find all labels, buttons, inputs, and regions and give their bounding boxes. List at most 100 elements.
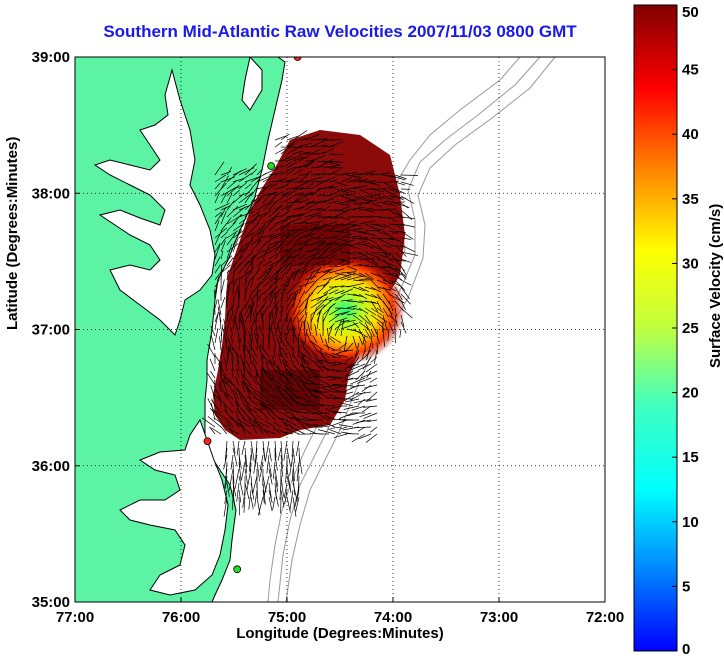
velocity-vector [346,178,362,183]
velocity-vector [227,419,234,428]
velocity-vector [324,396,336,400]
station-duck [203,437,212,446]
velocity-vector [316,215,330,225]
velocity-vector [286,496,291,513]
velocity-vector [213,289,216,302]
velocity-vector [295,418,312,428]
velocity-vector [310,173,320,176]
velocity-vector [220,360,223,372]
velocity-vector [352,240,367,246]
velocity-vector [244,198,257,211]
velocity-vector [250,172,267,183]
velocity-vector [328,190,340,197]
velocity-vector [225,394,234,407]
velocity-vector [328,235,340,239]
velocity-vector [376,181,390,184]
velocity-vector [221,378,228,386]
velocity-vector [250,177,262,190]
velocity-vector [340,198,356,204]
velocity-vector [298,261,306,267]
x-axis-ticks: 77:00 76:00 75:00 74:00 73:00 72:00 [56,597,624,626]
velocity-vector [272,496,276,511]
velocity-vector [400,195,415,204]
velocity-vector [358,188,372,196]
velocity-vector [292,169,303,176]
velocity-vector [222,328,228,344]
velocity-vector [328,307,341,316]
velocity-vector [238,217,247,225]
velocity-vector [287,371,300,386]
velocity-vector [231,352,234,365]
velocity-vector [346,198,360,204]
velocity-vector [352,202,362,206]
velocity-vector [394,244,407,257]
velocity-vector [394,237,404,244]
velocity-vector [358,180,377,183]
velocity-vector [382,272,399,277]
velocity-vector [220,171,232,176]
velocity-vector [226,170,241,183]
velocity-vector [238,182,248,190]
velocity-vector [310,285,319,295]
velocity-vector [262,277,276,288]
velocity-vector [253,330,258,344]
velocity-vector [322,164,340,169]
velocity-vector [297,334,300,351]
velocity-vector [358,278,369,281]
velocity-vector [280,190,292,197]
velocity-vector [388,237,400,242]
velocity-vector [300,408,318,414]
velocity-vector [287,371,300,379]
velocity-vector [300,363,312,379]
velocity-vector [244,209,252,218]
velocity-vector [328,337,336,344]
velocity-vector [298,300,305,309]
velocity-vector [304,393,312,400]
velocity-vector [268,232,281,239]
velocity-vector [346,319,356,323]
velocity-vector [292,270,299,281]
velocity-vector [250,276,254,288]
velocity-vector [358,307,369,315]
velocity-vector [256,224,266,239]
velocity-vector [226,269,229,281]
velocity-vector [244,240,254,246]
velocity-vector [262,177,271,183]
velocity-vector [334,274,352,281]
velocity-vector [316,159,333,169]
velocity-vector [311,412,330,415]
velocity-vector [304,202,319,211]
velocity-vector [274,171,283,176]
velocity-vector [226,232,237,246]
velocity-vector [388,216,398,222]
velocity-vector [220,206,227,218]
velocity-vector [256,285,259,295]
velocity-vector [364,244,374,249]
velocity-vector [304,275,317,281]
velocity-vector [311,350,318,358]
velocity-vector [322,172,336,176]
pamlico-sound [119,418,229,596]
velocity-vector [304,419,318,422]
velocity-vector [244,454,247,474]
velocity-vector [394,209,404,218]
velocity-vector [331,369,342,372]
velocity-vector [256,202,270,211]
velocity-vector [244,222,251,232]
velocity-vector [224,447,228,462]
velocity-vector [210,385,216,400]
velocity-vector [268,205,283,218]
velocity-vector [236,440,240,456]
velocity-vector [250,230,263,239]
velocity-vector [223,377,234,393]
velocity-vector [244,399,252,407]
velocity-vector [274,468,279,487]
velocity-vector [238,173,252,183]
velocity-vector [262,290,274,302]
velocity-vector [358,208,373,211]
velocity-vector [238,230,247,239]
velocity-vector [220,231,229,239]
velocity-vector [256,168,263,176]
velocity-vector [262,267,271,274]
velocity-vector [322,148,334,155]
